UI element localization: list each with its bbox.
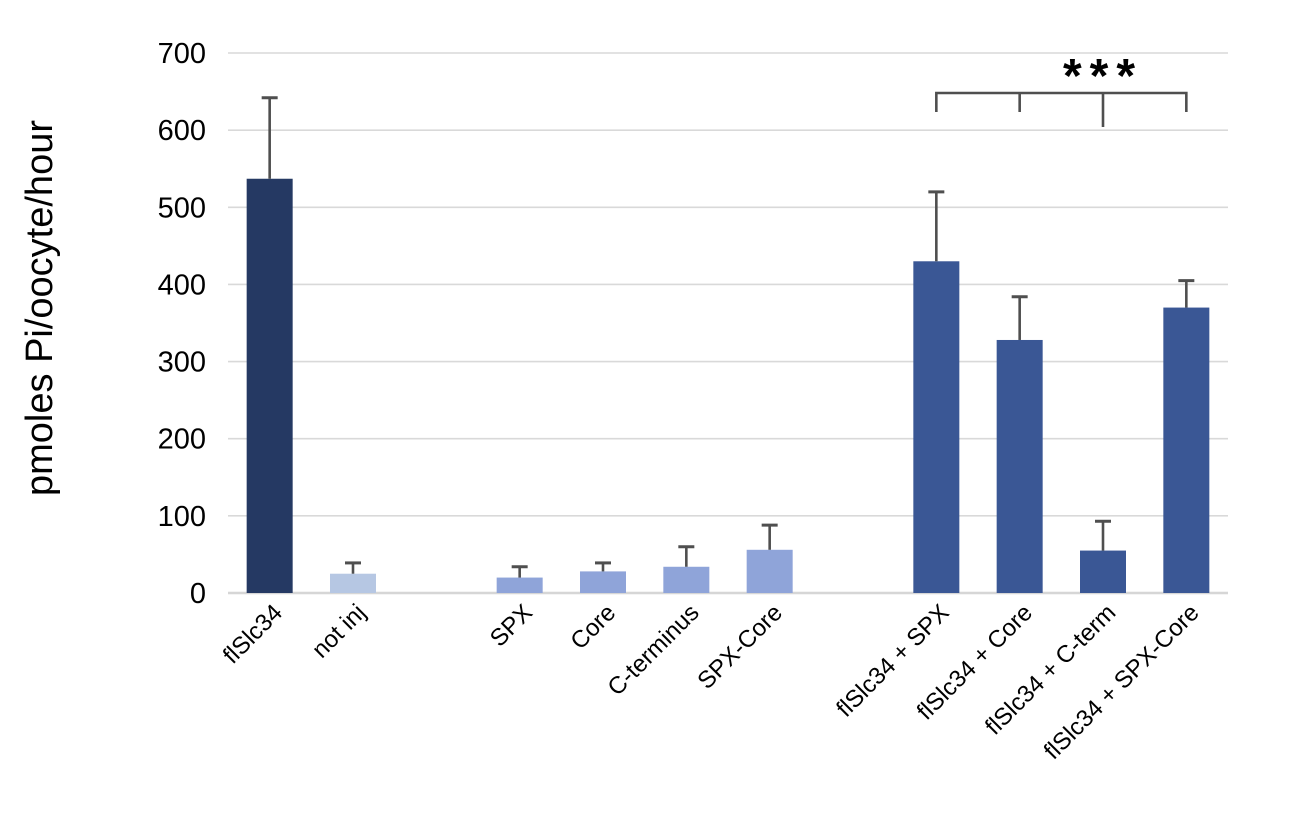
y-axis-title: pmoles Pi/oocyte/hour	[19, 120, 61, 496]
y-tick-label: 100	[158, 501, 206, 533]
bar-flslc34-c-term	[1080, 550, 1126, 593]
bar-spx	[496, 577, 543, 593]
bar-spx-core	[746, 549, 793, 593]
y-tick-label: 700	[158, 38, 206, 70]
bar-not-inj	[330, 573, 376, 593]
bar-flslc34-core	[996, 339, 1043, 593]
bar-core	[580, 571, 626, 593]
bar-flslc34	[246, 178, 293, 593]
y-tick-label: 200	[158, 424, 206, 456]
bar-flslc34-spx	[913, 261, 960, 593]
y-tick-label: 0	[190, 578, 206, 610]
y-tick-label: 600	[158, 115, 206, 147]
y-tick-label: 400	[158, 269, 206, 301]
y-tick-label: 300	[158, 347, 206, 379]
bar-flslc34-spx-core	[1163, 307, 1210, 593]
significance-bracket	[935, 91, 1188, 112]
bar-c-terminus	[663, 566, 710, 593]
significance-stars: ***	[1063, 50, 1143, 103]
y-tick-label: 500	[158, 192, 206, 224]
